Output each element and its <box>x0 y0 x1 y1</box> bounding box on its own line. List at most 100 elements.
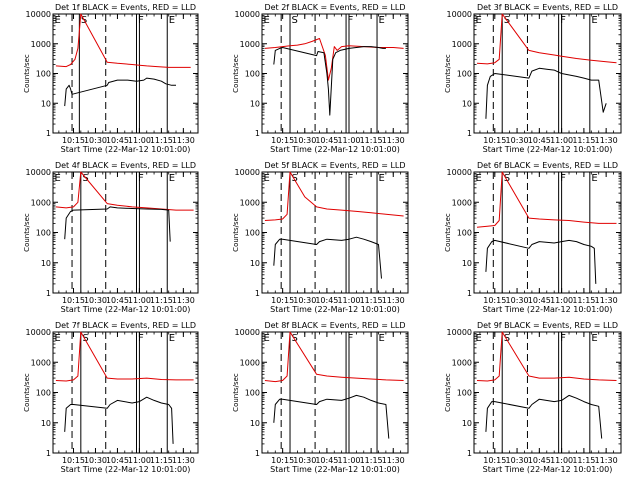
time-marker-label: F <box>348 173 354 184</box>
panel-det-6f: Det 6f BLACK = Events, RED = LLD 1 10 100 10… <box>444 161 622 314</box>
y-tick-label: 1000 <box>240 198 260 207</box>
y-tick-label: 1 <box>255 449 260 458</box>
x-tick-label: 11:30 <box>595 136 618 145</box>
time-marker-label: E <box>591 173 597 184</box>
y-tick-label: 1 <box>255 129 260 138</box>
x-axis-label: Start Time (22-Mar-12 10:01:00) <box>61 145 191 154</box>
y-tick-label: 10000 <box>447 10 472 19</box>
plot-frame <box>473 171 622 294</box>
y-tick-label: 1 <box>467 129 472 138</box>
lld-series-line <box>264 38 404 81</box>
x-tick-label: 11:30 <box>382 136 405 145</box>
y-tick-label: 10000 <box>26 168 51 177</box>
x-axis-label: Start Time (22-Mar-12 10:01:00) <box>270 465 400 474</box>
time-marker-label: F <box>138 173 144 184</box>
y-tick-label: 100 <box>36 229 51 238</box>
lld-series-line <box>55 13 191 68</box>
events-series-line <box>273 46 386 116</box>
time-marker-label: E <box>591 15 597 26</box>
x-tick-label: 11:00 <box>128 296 151 305</box>
time-marker-label: E <box>169 333 175 344</box>
time-marker-label: F <box>138 333 144 344</box>
x-tick-label: 11:00 <box>337 456 360 465</box>
x-tick-label: 11:00 <box>337 136 360 145</box>
lld-series-line <box>476 13 617 65</box>
x-tick-label: 11:30 <box>172 296 195 305</box>
time-marker-label: S <box>292 15 298 26</box>
time-marker-label: E <box>264 15 270 26</box>
x-tick-label: 11:15 <box>150 296 173 305</box>
y-axis-label: Counts/sec <box>232 54 240 93</box>
plot-frame <box>473 331 622 454</box>
x-axis-label: Start Time (22-Mar-12 10:01:00) <box>483 145 613 154</box>
events-series-line <box>273 394 390 439</box>
y-tick-label: 1 <box>46 129 51 138</box>
y-tick-label: 10 <box>250 99 260 108</box>
y-axis-label: Counts/sec <box>23 213 31 252</box>
y-tick-label: 10 <box>250 419 260 428</box>
x-tick-label: 11:30 <box>172 456 195 465</box>
y-tick-label: 100 <box>457 70 472 79</box>
y-axis-label: Counts/sec <box>23 373 31 412</box>
y-axis-label: Counts/sec <box>444 373 452 412</box>
x-tick-label: 10:15 <box>271 456 294 465</box>
time-marker-label: E <box>379 173 385 184</box>
panel-det-3f: Det 3f BLACK = Events, RED = LLD 1 10 100 10… <box>444 3 622 154</box>
y-tick-label: 10000 <box>26 328 51 337</box>
x-tick-label: 10:30 <box>506 136 529 145</box>
y-tick-label: 10 <box>462 419 472 428</box>
x-tick-label: 10:45 <box>315 296 338 305</box>
y-tick-label: 10 <box>250 259 260 268</box>
panel-title: Det 1f BLACK = Events, RED = LLD <box>55 3 196 12</box>
panel-det-4f: Det 4f BLACK = Events, RED = LLD 1 10 100 10… <box>23 161 199 314</box>
x-tick-label: 10:30 <box>84 136 107 145</box>
y-tick-label: 10000 <box>235 10 260 19</box>
y-tick-label: 1000 <box>240 40 260 49</box>
x-tick-label: 10:45 <box>106 136 129 145</box>
y-tick-label: 10000 <box>447 328 472 337</box>
events-series-line <box>273 236 382 279</box>
events-series-line <box>485 394 603 439</box>
panel-title: Det 5f BLACK = Events, RED = LLD <box>264 161 405 170</box>
y-tick-label: 1000 <box>452 198 472 207</box>
panel-title: Det 9f BLACK = Events, RED = LLD <box>477 321 618 330</box>
y-axis-label: Counts/sec <box>232 373 240 412</box>
y-tick-label: 10 <box>462 99 472 108</box>
time-marker-label: S <box>292 333 298 344</box>
plot-frame <box>52 331 199 454</box>
x-tick-label: 10:45 <box>528 456 551 465</box>
x-axis-label: Start Time (22-Mar-12 10:01:00) <box>270 145 400 154</box>
events-series-line <box>485 67 607 119</box>
panel-title: Det 3f BLACK = Events, RED = LLD <box>477 3 618 12</box>
y-tick-label: 1000 <box>31 40 51 49</box>
y-tick-label: 10 <box>41 259 51 268</box>
x-tick-label: 10:45 <box>315 456 338 465</box>
plot-frame <box>261 171 409 294</box>
lld-series-line <box>55 331 194 382</box>
y-axis-label: Counts/sec <box>444 54 452 93</box>
x-tick-label: 10:30 <box>293 456 316 465</box>
events-series-line <box>64 77 176 107</box>
events-series-line <box>485 239 597 284</box>
x-tick-label: 10:15 <box>271 136 294 145</box>
y-tick-label: 1000 <box>31 198 51 207</box>
x-tick-label: 11:30 <box>382 456 405 465</box>
panel-det-5f: Det 5f BLACK = Events, RED = LLD 1 10 100 10… <box>232 161 409 314</box>
time-marker-label: E <box>264 333 270 344</box>
x-tick-label: 10:15 <box>62 456 85 465</box>
plot-frame <box>52 171 199 294</box>
y-tick-label: 100 <box>457 389 472 398</box>
plot-frame <box>52 13 199 134</box>
x-axis-label: Start Time (22-Mar-12 10:01:00) <box>483 465 613 474</box>
time-marker-label: E <box>476 15 482 26</box>
panel-title: Det 2f BLACK = Events, RED = LLD <box>264 3 405 12</box>
time-marker-label: E <box>379 333 385 344</box>
y-axis-label: Counts/sec <box>232 213 240 252</box>
x-tick-label: 10:30 <box>84 296 107 305</box>
y-tick-label: 10000 <box>235 328 260 337</box>
x-tick-label: 10:45 <box>106 456 129 465</box>
x-tick-label: 11:00 <box>550 136 573 145</box>
y-tick-label: 100 <box>245 389 260 398</box>
x-tick-label: 10:15 <box>62 296 85 305</box>
x-axis-label: Start Time (22-Mar-12 10:01:00) <box>270 305 400 314</box>
